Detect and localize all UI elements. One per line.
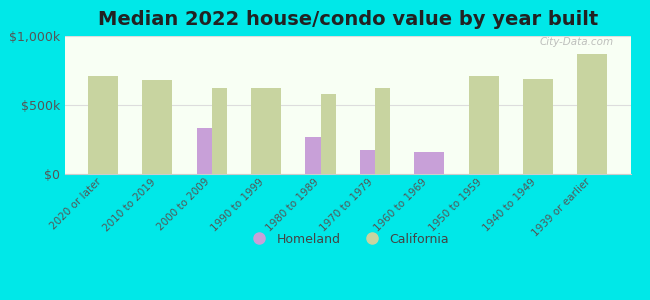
- Text: City-Data.com: City-Data.com: [540, 38, 614, 47]
- Bar: [523, 79, 553, 174]
- Bar: [414, 152, 444, 174]
- Bar: [88, 76, 118, 174]
- Bar: [469, 76, 499, 174]
- Bar: [375, 88, 390, 174]
- Bar: [142, 80, 172, 174]
- Bar: [252, 88, 281, 174]
- Title: Median 2022 house/condo value by year built: Median 2022 house/condo value by year bu…: [98, 10, 598, 29]
- Bar: [212, 88, 227, 174]
- Bar: [359, 150, 375, 174]
- Bar: [306, 137, 320, 174]
- Bar: [196, 128, 212, 174]
- Bar: [320, 94, 336, 174]
- Legend: Homeland, California: Homeland, California: [242, 227, 454, 250]
- Bar: [577, 54, 607, 174]
